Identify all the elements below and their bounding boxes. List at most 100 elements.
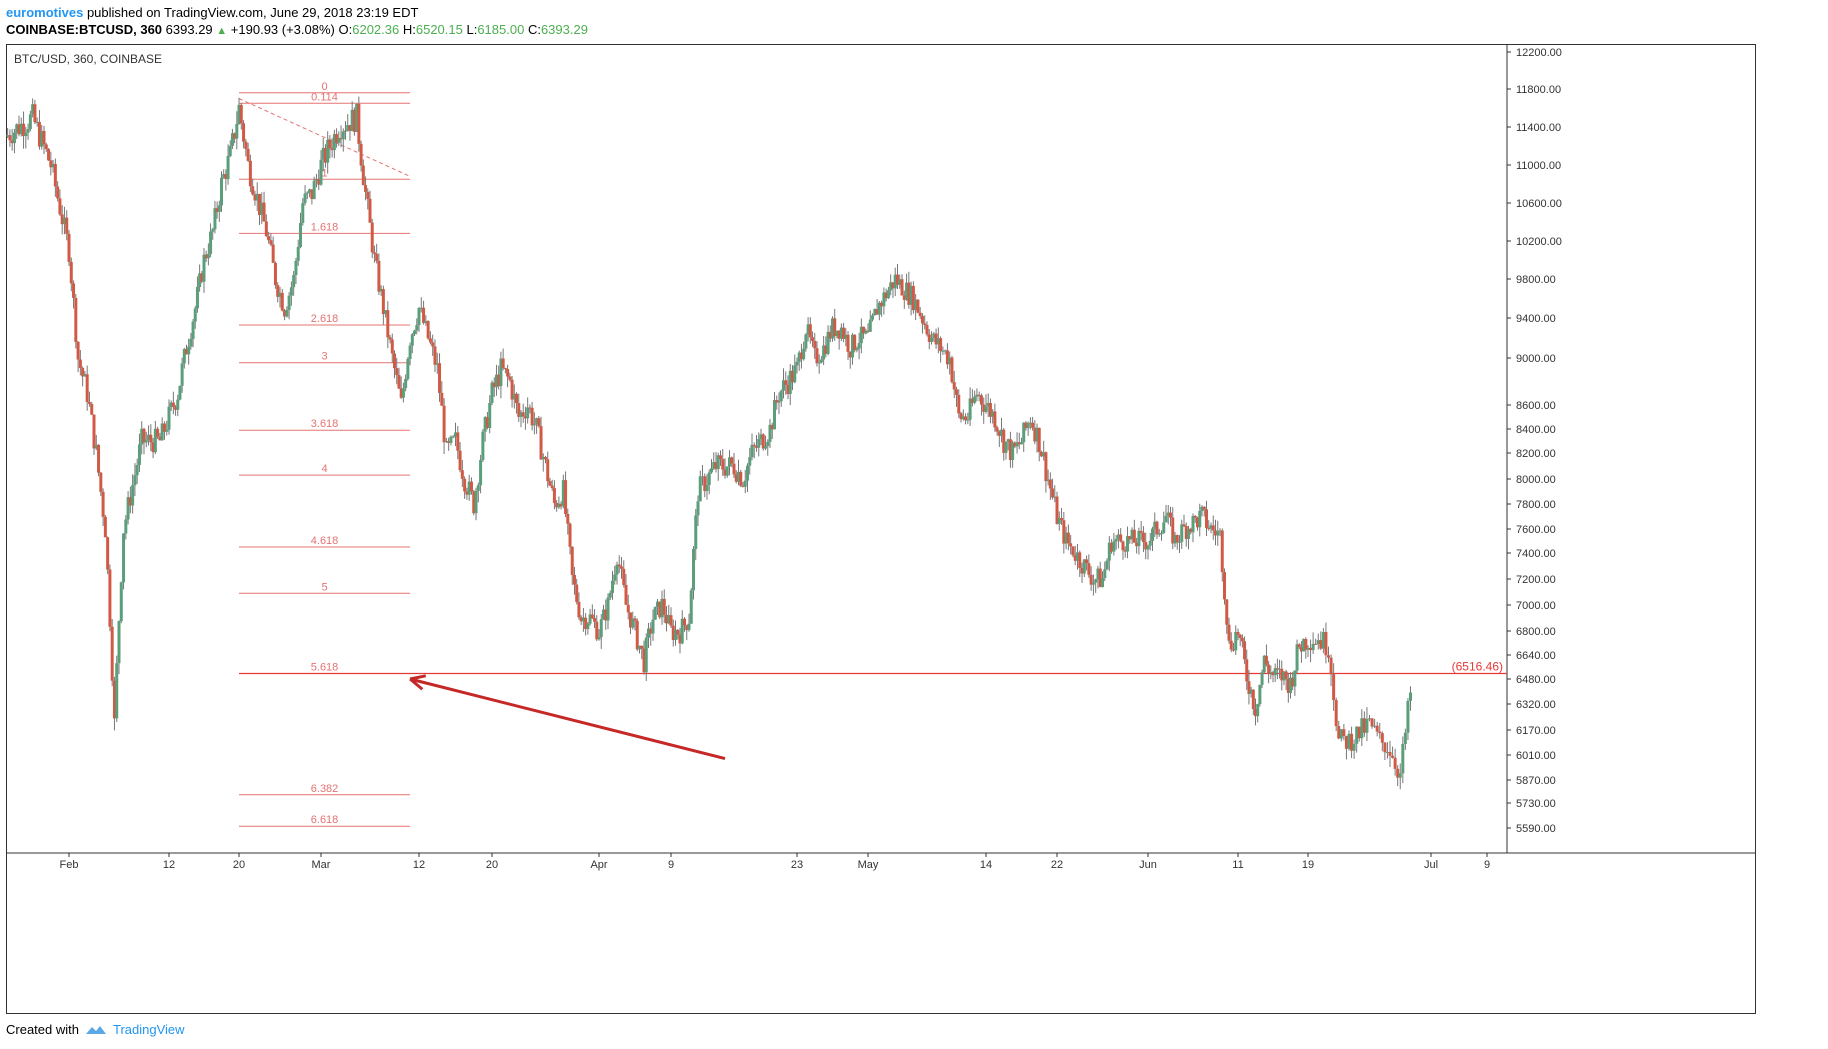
fib-level-label: 0 (321, 81, 327, 93)
candle-body (669, 615, 673, 626)
candle-body (721, 459, 725, 470)
candle-body (131, 485, 135, 506)
fib-level-label: 5 (321, 581, 327, 593)
candle-body (255, 193, 259, 201)
candle-body (824, 345, 828, 354)
candle-body (1119, 534, 1123, 542)
candle-body (633, 618, 637, 621)
candle-body (599, 619, 603, 638)
candle-body (660, 598, 664, 618)
candle-body (535, 418, 539, 424)
candle-body (839, 327, 843, 339)
candle-body (791, 370, 794, 383)
candle-body (1406, 700, 1410, 733)
candle-body (568, 523, 572, 547)
candle-body (957, 394, 961, 414)
candle-body (550, 485, 554, 489)
candle-body (292, 274, 296, 288)
candle-body (896, 274, 899, 285)
candle-body (296, 246, 300, 261)
candle-body (995, 427, 999, 432)
candle-body (764, 446, 767, 449)
candle-body (1311, 643, 1315, 651)
candle-body (384, 310, 388, 315)
candle-body (415, 325, 419, 331)
candle-body (959, 413, 963, 420)
candle-body (267, 236, 271, 241)
candle-body (1053, 496, 1057, 498)
candle-body (1258, 684, 1262, 705)
candle-body (1403, 732, 1407, 744)
candle-body (1202, 506, 1206, 510)
candle-body (665, 614, 668, 624)
candle-body (319, 159, 323, 185)
x-tick-label: 9 (1484, 859, 1490, 871)
candle-body (1240, 637, 1244, 642)
candle-body (280, 292, 284, 311)
candle-body (1055, 496, 1059, 524)
candle-body (1232, 649, 1235, 651)
candle-body (732, 463, 736, 475)
candle-body (147, 434, 151, 440)
x-tick-label: 20 (486, 859, 498, 871)
candle-body (226, 155, 230, 180)
candle-body (447, 441, 451, 443)
candle-body (1151, 528, 1154, 541)
candle-body (968, 398, 972, 420)
candle-body (692, 549, 695, 591)
tradingview-brand[interactable]: TradingView (112, 1022, 185, 1037)
candle-body (1398, 773, 1402, 778)
candle-body (1035, 427, 1039, 442)
candle-body (1220, 530, 1224, 573)
candle-body (85, 374, 89, 403)
candle-body (559, 503, 563, 507)
candle-body (503, 368, 507, 370)
candle-body (137, 444, 141, 465)
y-tick-label: 8000.00 (1516, 474, 1556, 486)
candle-body (386, 310, 390, 338)
candle-body (242, 123, 246, 142)
candle-body (815, 348, 819, 364)
candle-body (220, 177, 223, 206)
candle-body (456, 432, 460, 451)
candle-body (1024, 422, 1028, 429)
candle-body (128, 497, 132, 506)
candle-body (873, 309, 877, 316)
candle-body (777, 401, 781, 403)
candle-body (1299, 647, 1303, 652)
candle-body (1006, 439, 1010, 442)
fib-level-label: 3.618 (311, 418, 339, 430)
candle-body (586, 623, 590, 630)
candle-body (182, 348, 186, 364)
candle-body (112, 680, 116, 719)
price-chart[interactable]: 12200.00 11800.00 11400.00 11000.00 10600.00… (6, 44, 1828, 1016)
candle-body (332, 134, 336, 151)
candle-body (1078, 552, 1082, 568)
author-link[interactable]: euromotives (6, 5, 84, 20)
candle-body (185, 348, 188, 355)
candle-body (144, 439, 148, 443)
y-tick-label: 10600.00 (1516, 198, 1562, 210)
candle-body (479, 460, 483, 486)
candle-body (1375, 725, 1379, 732)
candle-body (941, 350, 945, 352)
candle-body (1350, 733, 1354, 751)
candle-body (357, 103, 361, 144)
candle-body (160, 423, 164, 441)
candle-body (431, 342, 435, 347)
candle-body (273, 262, 277, 286)
candle-body (303, 193, 307, 204)
candle-body (469, 481, 473, 492)
candle-body (804, 334, 808, 349)
candle-body (1267, 664, 1271, 674)
candle-body (1062, 520, 1066, 544)
candle-body (1173, 535, 1177, 544)
candle-body (1169, 512, 1172, 518)
candle-body (287, 295, 291, 310)
candle-body (638, 645, 641, 650)
candle-body (608, 592, 612, 598)
candle-body (174, 407, 178, 410)
candle-body (966, 419, 970, 421)
candle-body (1157, 533, 1161, 535)
candle-body (60, 214, 64, 225)
